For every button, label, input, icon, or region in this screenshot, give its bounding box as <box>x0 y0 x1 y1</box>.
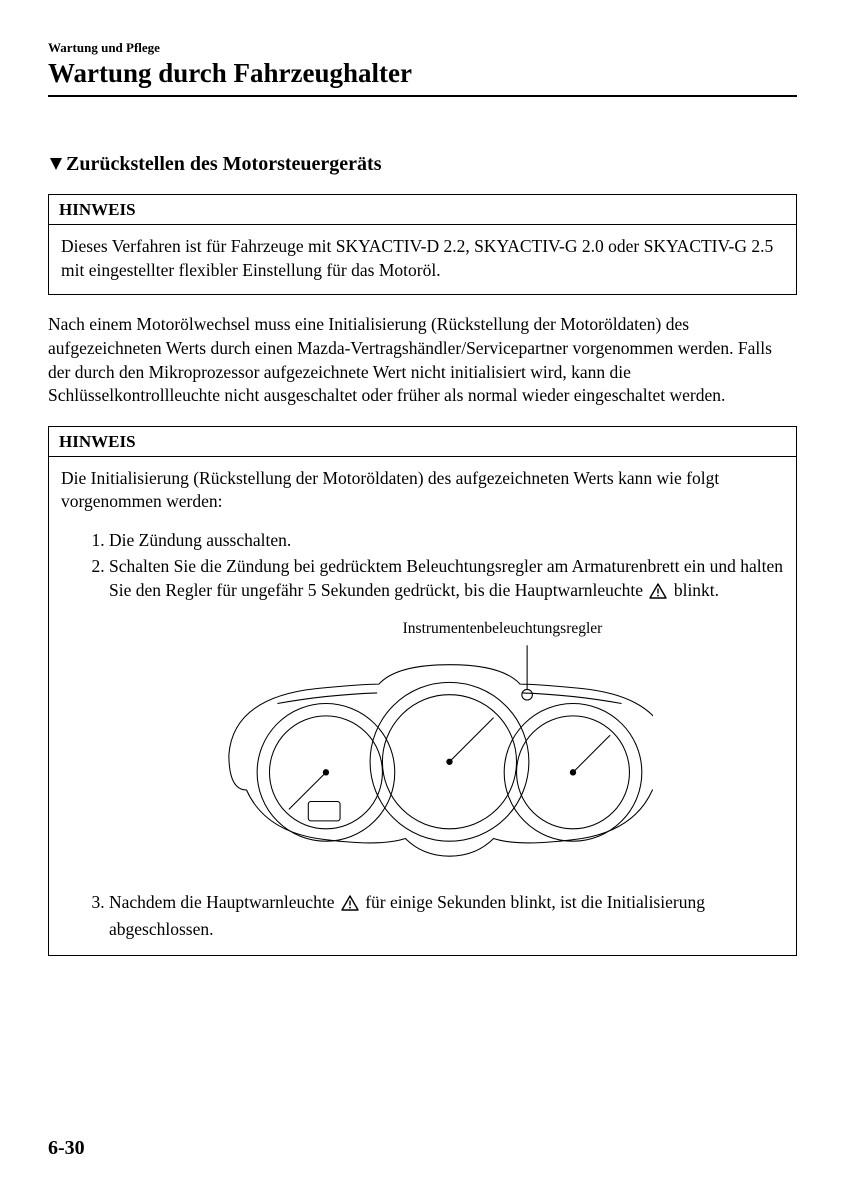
notice-intro: Die Initialisierung (Rückstellung der Mo… <box>61 467 784 514</box>
step-item: Die Zündung ausschalten. <box>109 528 784 552</box>
warning-triangle-icon <box>649 581 667 605</box>
instrument-cluster-diagram: Instrumentenbeleuchtungsregler <box>61 619 784 872</box>
step-text: blinkt. <box>669 580 719 600</box>
cluster-svg <box>193 640 653 865</box>
section-heading: Zurückstellen des Motorsteuergeräts <box>48 153 797 176</box>
step-item: Nachdem die Hauptwarnleuchte für einige … <box>109 890 784 941</box>
notice-body: Dieses Verfahren ist für Fahrzeuge mit S… <box>49 225 796 294</box>
title-divider <box>48 95 797 97</box>
breadcrumb: Wartung und Pflege <box>48 40 797 56</box>
notice-label: HINWEIS <box>49 427 796 457</box>
notice-box-1: HINWEIS Dieses Verfahren ist für Fahrzeu… <box>48 194 797 295</box>
body-paragraph: Nach einem Motorölwechsel muss eine Init… <box>48 313 797 408</box>
step-text: Nachdem die Hauptwarnleuchte <box>109 892 339 912</box>
section-heading-text: Zurückstellen des Motorsteuergeräts <box>66 153 382 175</box>
steps-list: Die Zündung ausschalten. Schalten Sie di… <box>61 528 784 605</box>
page-title: Wartung durch Fahrzeughalter <box>48 58 797 89</box>
steps-list-continued: Nachdem die Hauptwarnleuchte für einige … <box>61 890 784 941</box>
diagram-callout-label: Instrumentenbeleuchtungsregler <box>61 619 784 640</box>
notice-label: HINWEIS <box>49 195 796 225</box>
triangle-marker-icon <box>48 155 64 178</box>
step-item: Schalten Sie die Zündung bei gedrücktem … <box>109 554 784 605</box>
page-header: Wartung und Pflege Wartung durch Fahrzeu… <box>48 40 797 97</box>
page-number: 6-30 <box>48 1137 85 1160</box>
notice-body: Die Initialisierung (Rückstellung der Mo… <box>49 457 796 956</box>
warning-triangle-icon <box>341 893 359 917</box>
notice-box-2: HINWEIS Die Initialisierung (Rückstellun… <box>48 426 797 957</box>
